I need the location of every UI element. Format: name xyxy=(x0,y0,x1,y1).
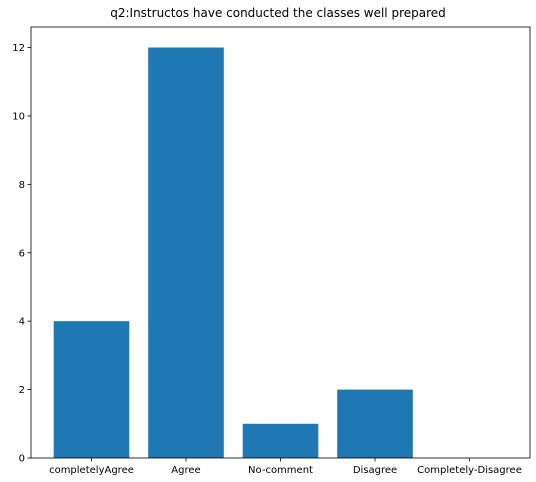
y-axis: 0 2 4 6 8 10 12 xyxy=(12,43,31,465)
y-tick-label: 6 xyxy=(19,248,25,259)
y-tick-label: 10 xyxy=(12,111,25,122)
bar-agree xyxy=(148,47,224,459)
y-tick-label: 12 xyxy=(12,43,25,54)
y-tick-label: 2 xyxy=(19,385,25,396)
x-tick-label: Disagree xyxy=(353,465,397,476)
y-tick-label: 0 xyxy=(19,454,25,465)
x-axis: completelyAgree Agree No-comment Disagree Co… xyxy=(49,458,522,476)
chart-title: q2:Instructos have conducted the classes… xyxy=(110,6,446,20)
bars-layer xyxy=(53,47,413,459)
bar-completelyagree xyxy=(53,321,130,458)
y-tick-label: 8 xyxy=(19,180,25,191)
bar-disagree xyxy=(337,389,413,458)
x-tick-label: completelyAgree xyxy=(49,465,134,476)
axes-frame xyxy=(30,26,531,459)
x-tick-label: No-comment xyxy=(248,465,313,476)
x-tick-label: Agree xyxy=(171,465,200,476)
bar-no-comment xyxy=(242,423,319,458)
x-tick-label: Completely-Disagree xyxy=(417,465,522,476)
y-tick-label: 4 xyxy=(19,317,25,328)
